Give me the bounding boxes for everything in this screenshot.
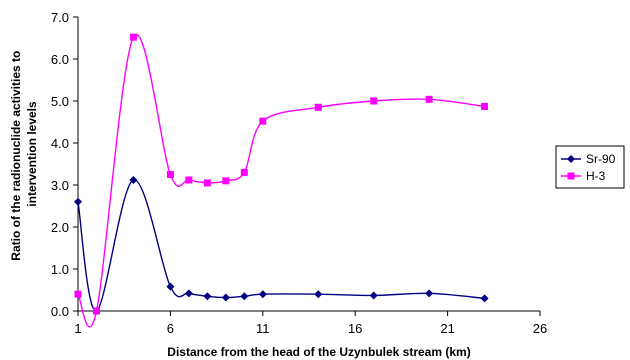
- x-tick-label: 6: [167, 321, 174, 336]
- series-sr-90: [74, 175, 489, 315]
- y-tick-label: 1.0: [51, 262, 69, 277]
- x-tick-label: 21: [440, 321, 454, 336]
- data-point-sr-90: [74, 197, 82, 206]
- series-line-sr-90: [77, 179, 485, 312]
- y-axis-title-line-1: Ratio of the radionuclide activities to: [9, 51, 23, 261]
- data-point-h-3: [185, 176, 193, 184]
- series-line-h-3: [77, 33, 485, 328]
- y-axis-title-line-2: intervention levels: [25, 101, 39, 207]
- data-point-sr-90: [184, 289, 193, 298]
- x-tick-label: 16: [348, 321, 362, 336]
- y-tick-label: 7.0: [51, 10, 69, 25]
- data-point-h-3: [74, 290, 82, 298]
- axes: [77, 17, 540, 312]
- data-point-sr-90: [425, 289, 434, 298]
- data-point-h-3: [240, 168, 248, 176]
- y-tick-label: 6.0: [51, 52, 69, 67]
- data-point-h-3: [425, 95, 433, 103]
- data-point-h-3: [166, 171, 174, 178]
- data-point-sr-90: [258, 290, 267, 299]
- data-point-sr-90: [221, 293, 230, 302]
- y-tick-label: 3.0: [51, 178, 69, 193]
- data-point-h-3: [314, 103, 322, 111]
- data-point-h-3: [259, 117, 267, 125]
- data-point-h-3: [92, 307, 100, 315]
- y-tick-label: 2.0: [51, 220, 69, 235]
- x-axis-title: Distance from the head of the Uzynbulek …: [167, 345, 470, 359]
- x-tick-label: 1: [74, 321, 81, 336]
- data-point-h-3: [222, 177, 230, 185]
- legend: Sr-90 H-3: [555, 145, 625, 189]
- series-layer: [74, 33, 489, 328]
- data-point-sr-90: [166, 282, 175, 291]
- legend-box: [555, 145, 625, 189]
- data-point-sr-90: [369, 291, 378, 300]
- y-tick-label: 4.0: [51, 136, 69, 151]
- data-point-sr-90: [129, 175, 138, 184]
- data-point-h-3: [129, 33, 137, 41]
- y-axis-title: Ratio of the radionuclide activities to …: [9, 47, 39, 260]
- data-point-h-3: [203, 179, 211, 187]
- legend-label-sr-90: Sr-90: [586, 152, 616, 166]
- y-tick-label: 5.0: [51, 94, 69, 109]
- data-point-sr-90: [314, 290, 323, 299]
- data-point-sr-90: [203, 292, 212, 301]
- x-axis-ticks: 1 6 11 16 21 26: [74, 311, 547, 336]
- x-tick-label: 26: [533, 321, 547, 336]
- series-h-3: [74, 33, 489, 328]
- y-tick-label: 0.0: [51, 304, 69, 319]
- data-point-h-3: [481, 102, 489, 110]
- legend-marker-sr-90: [567, 155, 575, 163]
- legend-label-h-3: H-3: [586, 169, 606, 183]
- legend-marker-h-3: [567, 172, 575, 180]
- data-point-sr-90: [480, 294, 489, 303]
- data-point-h-3: [370, 97, 378, 105]
- data-point-sr-90: [240, 292, 249, 301]
- x-tick-label: 11: [256, 321, 270, 336]
- y-axis-ticks: 0.0 1.0 2.0 3.0 4.0 5.0 6.0 7.0: [51, 10, 78, 319]
